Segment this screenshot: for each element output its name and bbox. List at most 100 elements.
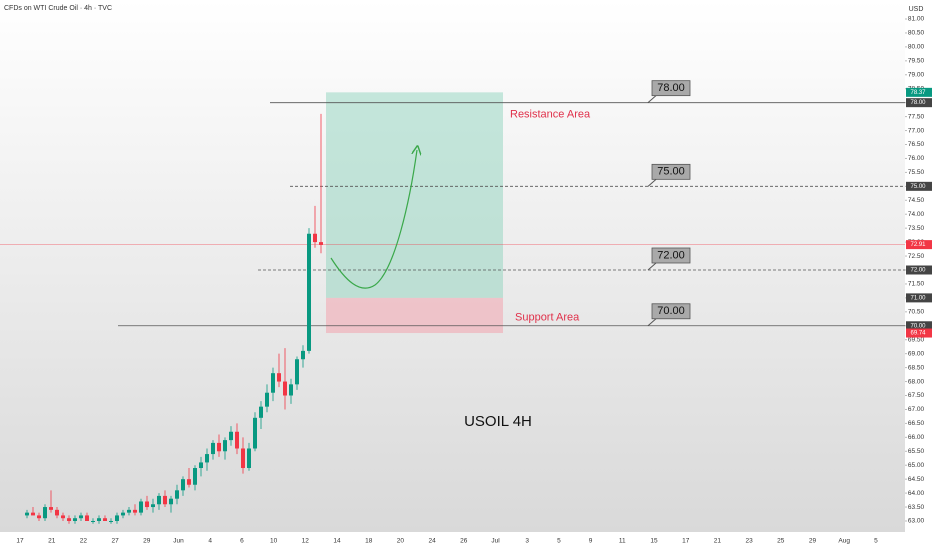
- y-tick-label: 69.50: [908, 336, 925, 343]
- candle-body: [295, 359, 299, 385]
- x-tick-label: 10: [270, 538, 278, 545]
- x-tick-label: 9: [589, 538, 593, 545]
- x-tick-label: 18: [365, 538, 373, 545]
- price-tag: [906, 321, 932, 331]
- candle-body: [133, 509, 137, 513]
- layer: 63.00 63.50 64.00 64.50 65.00 65.50 66.00 66.50…: [0, 16, 932, 545]
- y-tick-label: 77.00: [908, 127, 925, 134]
- candle-body: [289, 384, 293, 396]
- y-tick-label: 79.00: [908, 71, 925, 78]
- callout-box: [651, 303, 691, 320]
- currency: USD: [909, 6, 924, 13]
- candle-body: [265, 392, 269, 407]
- candle-body: [139, 501, 143, 513]
- price-tag: [906, 240, 932, 250]
- x-tick-label: 26: [460, 538, 468, 545]
- candle-body: [85, 515, 89, 521]
- candle-body: [223, 440, 227, 452]
- callout-label: 78.00: [657, 82, 685, 94]
- price-tag-label: 75.00: [910, 184, 926, 190]
- price-tag-label: 72.00: [910, 268, 926, 274]
- price-tag: [906, 265, 932, 275]
- price-tag-label: 71.00: [910, 295, 926, 301]
- projection-arrow: [330, 150, 417, 289]
- x-tick-label: 11: [619, 538, 626, 545]
- candle-body: [187, 479, 191, 485]
- x-tick-label: 24: [428, 538, 436, 545]
- candle-body: [61, 515, 65, 519]
- support-box: [326, 297, 503, 334]
- y-tick-label: 63.50: [908, 504, 925, 511]
- x-tick-label: 20: [397, 538, 405, 545]
- callout-box: [651, 247, 691, 264]
- callout-label: 75.00: [657, 166, 685, 178]
- y-tick-label: 76.50: [908, 141, 925, 148]
- annotation: USOIL 4H: [464, 413, 532, 430]
- x-tick-label: 22: [80, 538, 88, 545]
- x-tick-label: 5: [874, 538, 878, 545]
- candle-body: [169, 498, 173, 505]
- y-tick-label: 64.00: [908, 490, 925, 497]
- y-tick-label: 81.00: [908, 16, 925, 23]
- candle-body: [211, 442, 215, 455]
- candle-body: [199, 462, 203, 469]
- price-tag-label: 72.91: [910, 242, 926, 248]
- y-tick-label: 79.50: [908, 58, 925, 65]
- callout-box: [651, 80, 691, 97]
- y-tick-label: 63.00: [908, 518, 925, 525]
- y-tick-label: 68.00: [908, 378, 925, 385]
- candle-body: [271, 373, 275, 393]
- resistance-box: [326, 92, 503, 298]
- x-tick-label: 4: [208, 538, 212, 545]
- x-tick-label: 14: [333, 538, 341, 545]
- x-tick-label: 29: [809, 538, 817, 545]
- candle-body: [241, 448, 245, 469]
- callout-pointer: [647, 178, 657, 187]
- candle-body: [307, 233, 311, 351]
- candle-body: [229, 431, 233, 441]
- x-tick-label: 25: [777, 538, 785, 545]
- candle-body: [127, 509, 131, 513]
- x-tick-label: 3: [525, 538, 529, 545]
- candle-body: [67, 518, 71, 521]
- y-tick-label: 68.50: [908, 364, 925, 371]
- callout-box: [651, 163, 691, 180]
- callout-pointer: [647, 318, 657, 327]
- price-tag: [906, 98, 932, 108]
- y-tick-label: 65.00: [908, 462, 925, 469]
- candle-body: [115, 515, 119, 521]
- y-tick-label: 64.50: [908, 476, 925, 483]
- price-tag-label: 70.00: [910, 323, 926, 329]
- x-tick-label: Aug: [838, 538, 850, 545]
- y-tick-label: 67.50: [908, 392, 925, 399]
- y-tick-label: 69.00: [908, 350, 925, 357]
- y-tick-label: 66.00: [908, 434, 925, 441]
- y-tick-label: 72.50: [908, 253, 925, 260]
- callout-label: 70.00: [657, 305, 685, 317]
- y-tick-label: 71.50: [908, 281, 925, 288]
- price-tag: [906, 293, 932, 303]
- candle-body: [49, 507, 53, 510]
- candle-body: [253, 417, 257, 449]
- x-tick-label: 27: [111, 538, 119, 545]
- candle-body: [235, 431, 239, 449]
- box-label: Resistance Area: [510, 108, 591, 120]
- y-tick-label: 74.50: [908, 197, 925, 204]
- candle-body: [193, 468, 197, 485]
- x-tick-label: 5: [557, 538, 561, 545]
- candle-body: [283, 381, 287, 396]
- time-axis-background: [0, 532, 905, 550]
- candle-body: [205, 454, 209, 463]
- x-tick-label: 17: [682, 538, 690, 545]
- x-tick-label: 15: [650, 538, 658, 545]
- candle-body: [97, 518, 101, 521]
- candle-body: [151, 504, 155, 508]
- candle-body: [103, 518, 107, 521]
- x-tick-label: 6: [240, 538, 244, 545]
- candle-body: [31, 512, 35, 516]
- chart-title: CFDs on WTI Crude Oil · 4h · TVC: [4, 5, 112, 12]
- y-tick-label: 80.50: [908, 30, 925, 37]
- x-tick-label: 21: [48, 538, 56, 545]
